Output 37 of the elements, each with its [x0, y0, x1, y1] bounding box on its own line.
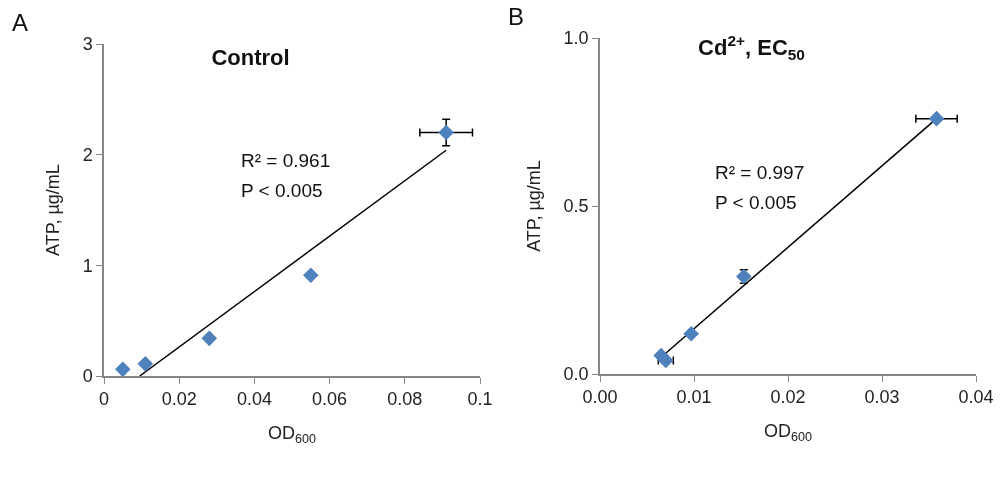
x-tick-label: 0.08 [387, 389, 423, 410]
x-axis-title: OD$_{600}$ [267, 422, 317, 446]
y-axis-title: ATP, µg/mL [43, 164, 64, 256]
point [201, 330, 218, 347]
point [303, 267, 319, 284]
text: A [12, 9, 29, 36]
point [438, 124, 454, 141]
y-tick-label: 0.5 [563, 196, 589, 217]
y-tick-label: 0.0 [563, 364, 589, 385]
x-tick-label: 0.1 [467, 389, 493, 410]
x-tick-label: 0.03 [864, 387, 900, 408]
x-tick-label: 0.02 [770, 387, 806, 408]
y-tick-label: 1 [82, 255, 93, 276]
y-axis-title: ATP, µg/mL [524, 160, 545, 252]
x-tick-label: 0.04 [236, 389, 272, 410]
x-tick-label: 0.00 [582, 387, 618, 408]
point [115, 361, 131, 376]
y-tick-label: 1.0 [563, 28, 589, 49]
x-tick-label: 0.04 [958, 387, 994, 408]
x-axis-title: OD$_{600}$ [763, 420, 813, 444]
x-tick-label: 0.06 [312, 389, 348, 410]
x-tick-label: 0.01 [676, 387, 712, 408]
annotation: R² = 0.961 [241, 150, 331, 171]
chart-title: Control [211, 45, 290, 71]
y-tick-label: 3 [82, 34, 93, 55]
text: B [508, 3, 525, 30]
annotation: P < 0.005 [715, 192, 797, 213]
chart-title: Cd$^{2+}$, EC$_{50}$ [698, 32, 805, 64]
annotation: R² = 0.997 [715, 162, 805, 183]
x-tick-label: 0 [98, 389, 110, 410]
y-tick-label: 2 [82, 144, 93, 165]
point [137, 356, 154, 372]
x-tick-label: 0.02 [161, 389, 197, 410]
y-tick-label: 0 [82, 366, 93, 387]
annotation: P < 0.005 [241, 180, 323, 201]
point [928, 110, 945, 127]
point [683, 325, 699, 342]
